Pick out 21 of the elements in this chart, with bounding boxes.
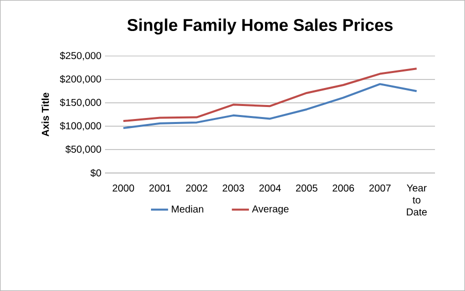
- y-tick-label: $250,000: [60, 52, 102, 60]
- x-tick-label: 2002: [186, 184, 208, 192]
- chart-title: Single Family Home Sales Prices: [127, 18, 393, 34]
- y-tick-label: $100,000: [60, 122, 102, 131]
- y-tick-label: $50,000: [65, 145, 102, 154]
- y-tick-label: $0: [90, 168, 102, 178]
- x-tick-label: 2007: [369, 184, 391, 192]
- legend-label: Median: [172, 205, 204, 213]
- y-tick-label: $150,000: [60, 98, 102, 108]
- y-axis-title: Axis Title: [42, 92, 49, 136]
- line-series: [122, 83, 418, 130]
- x-tick-label: 2005: [296, 184, 318, 192]
- x-tick-label: 2000: [112, 184, 134, 192]
- x-tick-label: 2006: [332, 184, 354, 192]
- x-tick-label: 2004: [259, 184, 281, 192]
- x-tick-label: 2003: [222, 184, 244, 192]
- x-tick-label: Year to Date: [406, 184, 427, 216]
- x-tick-label: 2001: [149, 184, 171, 192]
- line-series: [122, 68, 418, 122]
- y-tick-label: $200,000: [60, 75, 102, 84]
- legend-label: Average: [252, 205, 289, 214]
